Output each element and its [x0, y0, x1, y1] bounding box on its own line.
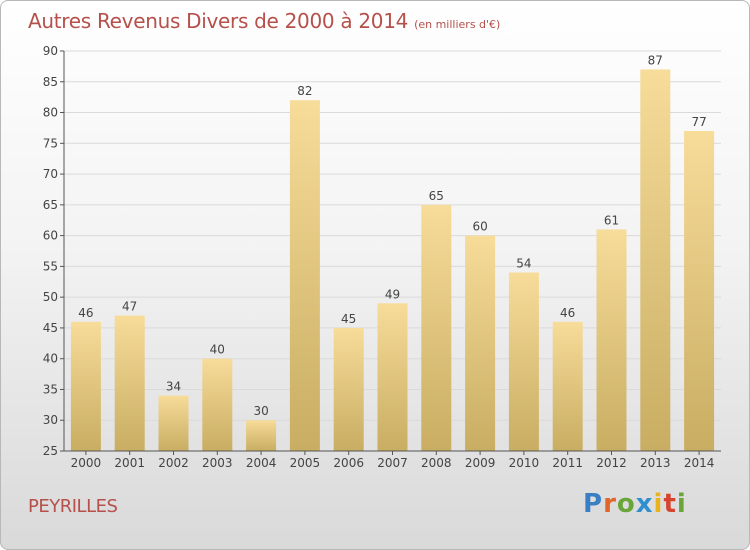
logo-letter: i: [676, 489, 687, 519]
x-tick-label: 2000: [71, 456, 102, 470]
x-tick-label: 2004: [246, 456, 277, 470]
data-label: 40: [210, 343, 225, 357]
bar: [421, 204, 452, 451]
y-tick-label: 35: [43, 382, 58, 396]
data-labels: 46 47 34 40 30 82 45 49 65 60 54 46 61 87 77: [78, 53, 706, 418]
x-tick-label: 2003: [202, 456, 233, 470]
data-label: 47: [122, 300, 137, 314]
chart-title: Autres Revenus Divers de 2000 à 2014: [28, 9, 409, 33]
logo-letter: o: [616, 489, 636, 519]
data-label: 82: [297, 84, 312, 98]
logo-letter: t: [663, 489, 677, 519]
logo-letter: x: [635, 489, 654, 519]
y-tick-label: 75: [43, 136, 58, 150]
bar: [289, 100, 320, 451]
x-tick-label: 2006: [333, 456, 364, 470]
x-tick-label: 2013: [640, 456, 671, 470]
x-tick-label: 2009: [465, 456, 496, 470]
data-label: 54: [516, 257, 531, 271]
bars: [70, 69, 715, 451]
x-tick-label: 2014: [684, 456, 715, 470]
chart-subtitle: (en milliers d'€): [414, 18, 501, 31]
y-tick-label: 80: [43, 106, 58, 120]
x-tick-label: 2012: [596, 456, 627, 470]
y-tick-label: 70: [43, 167, 58, 181]
axes: 25 30 35 40 45 50 55 60 65 70 75 80 85 90 2000 2001 2002…: [43, 44, 721, 470]
bar: [333, 327, 364, 451]
x-tick-label: 2007: [377, 456, 408, 470]
bar: [377, 303, 408, 451]
y-tick-label: 60: [43, 229, 58, 243]
data-label: 46: [560, 306, 575, 320]
bar: [684, 131, 715, 451]
data-label: 65: [429, 189, 444, 203]
bar: [640, 69, 671, 451]
logo-letter: r: [603, 489, 617, 519]
data-label: 60: [472, 220, 487, 234]
data-label: 77: [691, 115, 706, 129]
y-tick-label: 65: [43, 198, 58, 212]
logo-letter: i: [653, 489, 664, 519]
logo-letter: P: [583, 489, 604, 519]
y-tick-label: 40: [43, 352, 58, 366]
y-tick-label: 55: [43, 259, 58, 273]
bar: [552, 321, 583, 451]
y-tick-label: 50: [43, 290, 58, 304]
data-label: 45: [341, 312, 356, 326]
x-tick-label: 2010: [509, 456, 540, 470]
bar: [596, 229, 627, 451]
data-label: 49: [385, 287, 400, 301]
x-tick-label: 2011: [552, 456, 583, 470]
y-tick-label: 85: [43, 75, 58, 89]
y-tick-label: 25: [43, 444, 58, 458]
commune-name: PEYRILLES: [28, 496, 118, 517]
bar: [465, 235, 496, 451]
y-tick-label: 45: [43, 321, 58, 335]
bar: [202, 358, 233, 451]
x-tick-label: 2005: [290, 456, 321, 470]
chart-title-block: Autres Revenus Divers de 2000 à 2014 (en …: [28, 9, 500, 33]
x-tick-label: 2002: [158, 456, 189, 470]
data-label: 87: [648, 53, 663, 67]
bar: [70, 321, 101, 451]
bar: [246, 420, 277, 451]
x-tick-label: 2001: [114, 456, 145, 470]
data-label: 46: [78, 306, 93, 320]
data-label: 30: [253, 404, 268, 418]
data-label: 34: [166, 380, 181, 394]
bar: [158, 395, 189, 451]
x-tick-label: 2008: [421, 456, 452, 470]
proxiti-logo: Proxiti: [583, 489, 687, 519]
bar: [508, 272, 539, 451]
y-tick-label: 30: [43, 413, 58, 427]
bar: [114, 315, 145, 451]
data-label: 61: [604, 213, 619, 227]
y-tick-label: 90: [43, 44, 58, 58]
